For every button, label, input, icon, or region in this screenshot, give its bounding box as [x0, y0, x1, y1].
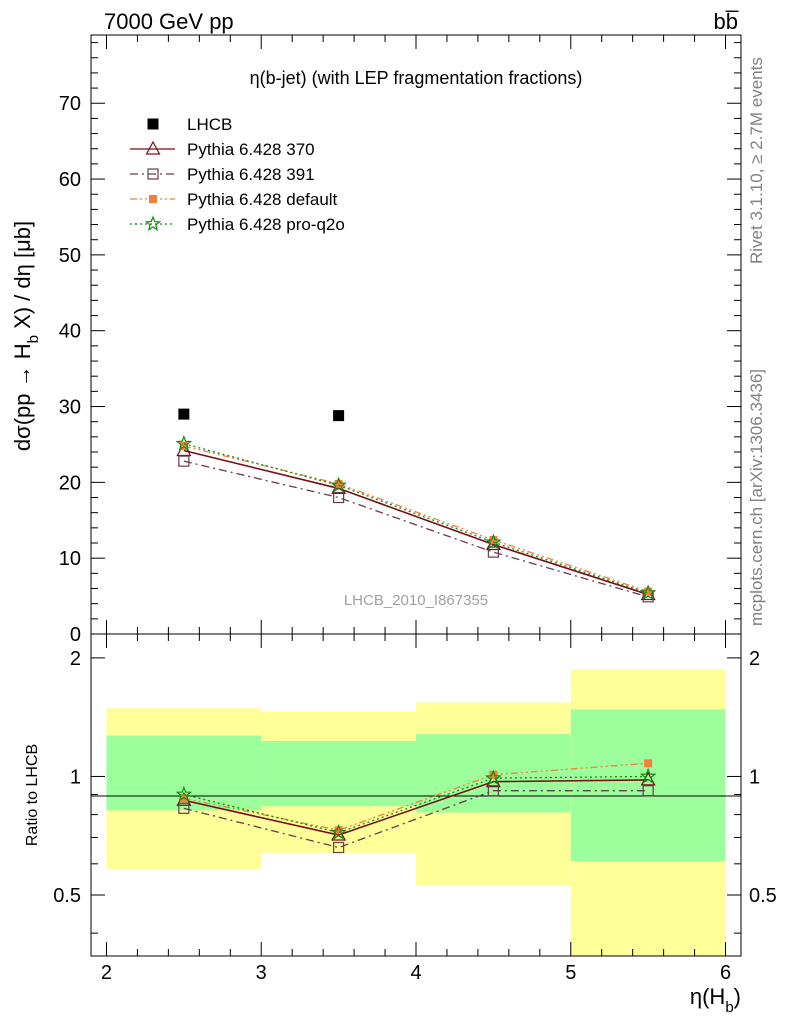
main-marker-p391 [487, 546, 499, 558]
ratio-marker-pdefault [644, 759, 653, 768]
ratio-y-tick-label-right: 1 [749, 766, 760, 788]
watermark-analysis-id: LHCB_2010_I867355 [344, 592, 488, 609]
ratio-marker-pq2o [330, 823, 347, 840]
main-y-tick-label: 0 [70, 624, 81, 646]
main-panel: 0 10 20 30 40 50 60 70 η(b-jet) (with LEP fragm… [59, 34, 742, 646]
main-marker-pdefault [644, 587, 653, 596]
ratio-uncertainty-bands [106, 669, 726, 956]
main-marker-data [178, 408, 190, 420]
main-marker-pq2o [485, 533, 502, 550]
main-marker-pdefault [334, 479, 343, 488]
main-y-tick-label: 10 [59, 548, 81, 570]
svg-text:dσ(pp → Hb X) / dη [μb]: dσ(pp → Hb X) / dη [μb] [10, 221, 42, 451]
ratio-marker-pdefault [334, 826, 343, 835]
ratio-y-tick-label-left: 2 [70, 648, 81, 670]
main-y-axis-title: dσ(pp → Hb X) / dη [μb] [10, 221, 42, 451]
ratio-line-p370 [183, 779, 649, 836]
legend-label-pdefault: Pythia 6.428 default [187, 190, 338, 209]
legend-label-pq2o: Pythia 6.428 pro-q2o [187, 215, 345, 234]
ratio-series-layer [175, 759, 657, 854]
main-series-layer [175, 408, 657, 603]
main-line-p370 [183, 449, 649, 596]
main-y-tick-label: 50 [59, 245, 81, 267]
x-tick-label: 3 [256, 962, 267, 984]
x-tick-label: 2 [101, 962, 112, 984]
ratio-marker-p391 [178, 802, 190, 814]
mcplots-reference-text: mcplots.cern.ch [arXiv:1306.3436] [747, 369, 766, 626]
main-marker-p391 [178, 455, 190, 467]
main-marker-pq2o [639, 584, 657, 601]
main-y-tick-label: 20 [59, 472, 81, 494]
legend-marker-p391 [147, 168, 159, 180]
y-axis-subscript-b: b [25, 335, 42, 343]
ratio-y-tick-label-right: 0.5 [749, 885, 777, 907]
ratio-marker-pdefault [489, 770, 498, 779]
main-marker-pq2o [175, 435, 193, 451]
ratio-marker-p391 [642, 785, 654, 797]
header-right-label: bb̅ [714, 9, 739, 34]
main-y-tick-label: 70 [59, 93, 81, 115]
ratio-line-pdefault [183, 762, 649, 831]
legend-marker-p370 [145, 140, 161, 155]
ratio-axis-ticks: 0.5 0.5 1 1 2 2 2 3 4 5 6 [53, 634, 777, 984]
ratio-line-pq2o [183, 775, 649, 834]
main-marker-pq2o [330, 476, 347, 493]
main-marker-pdefault [179, 441, 188, 450]
ratio-y-tick-label-left: 1 [70, 766, 81, 788]
main-marker-p391 [333, 491, 345, 504]
ratio-marker-pq2o [639, 767, 657, 784]
ratio-marker-pq2o [175, 785, 193, 802]
main-line-pq2o [183, 443, 649, 594]
svg-text:η(Hb): η(Hb) [690, 984, 741, 1016]
legend-label-p391: Pythia 6.428 391 [187, 165, 315, 184]
rivet-version-text: Rivet 3.1.10, ≥ 2.7M events [747, 57, 766, 264]
main-marker-data [333, 410, 345, 422]
main-axis-ticks: 0 10 20 30 40 50 60 70 [59, 35, 741, 646]
legend-marker-pdefault [149, 195, 157, 203]
ratio-marker-pdefault [179, 794, 188, 803]
header-left-label: 7000 GeV pp [104, 9, 234, 34]
x-tick-label: 5 [565, 962, 576, 984]
main-line-pdefault [183, 445, 649, 593]
ratio-y-tick-label-right: 2 [749, 648, 760, 670]
legend-label-p370: Pythia 6.428 370 [187, 140, 315, 159]
ratio-line-p391 [183, 790, 649, 849]
ratio-y-tick-label-left: 0.5 [53, 885, 81, 907]
ratio-panel: 0.5 0.5 1 1 2 2 2 3 4 5 6 [53, 633, 777, 984]
legend-marker-pq2o [144, 215, 162, 232]
ratio-band-green [261, 741, 416, 807]
main-marker-pdefault [489, 535, 498, 544]
main-y-tick-label: 40 [59, 321, 81, 343]
legend-marker-data [147, 118, 159, 130]
main-line-p391 [183, 460, 649, 598]
ratio-marker-p391 [333, 841, 345, 854]
ratio-y-axis-title: Ratio to LHCB [24, 744, 41, 846]
legend-label-data: LHCB [187, 115, 232, 134]
x-tick-label: 4 [410, 962, 421, 984]
x-axis-title: η(Hb) [690, 984, 741, 1016]
main-plot-title: η(b-jet) (with LEP fragmentation fractio… [250, 68, 583, 88]
ratio-marker-p391 [487, 785, 499, 797]
ratio-marker-pq2o [485, 769, 502, 786]
x-tick-label: 6 [720, 962, 731, 984]
main-y-tick-label: 60 [59, 169, 81, 191]
legend: LHCB Pythia 6.428 370 Pythia 6.428 391 Pyth… [130, 115, 345, 234]
main-y-tick-label: 30 [59, 397, 81, 419]
